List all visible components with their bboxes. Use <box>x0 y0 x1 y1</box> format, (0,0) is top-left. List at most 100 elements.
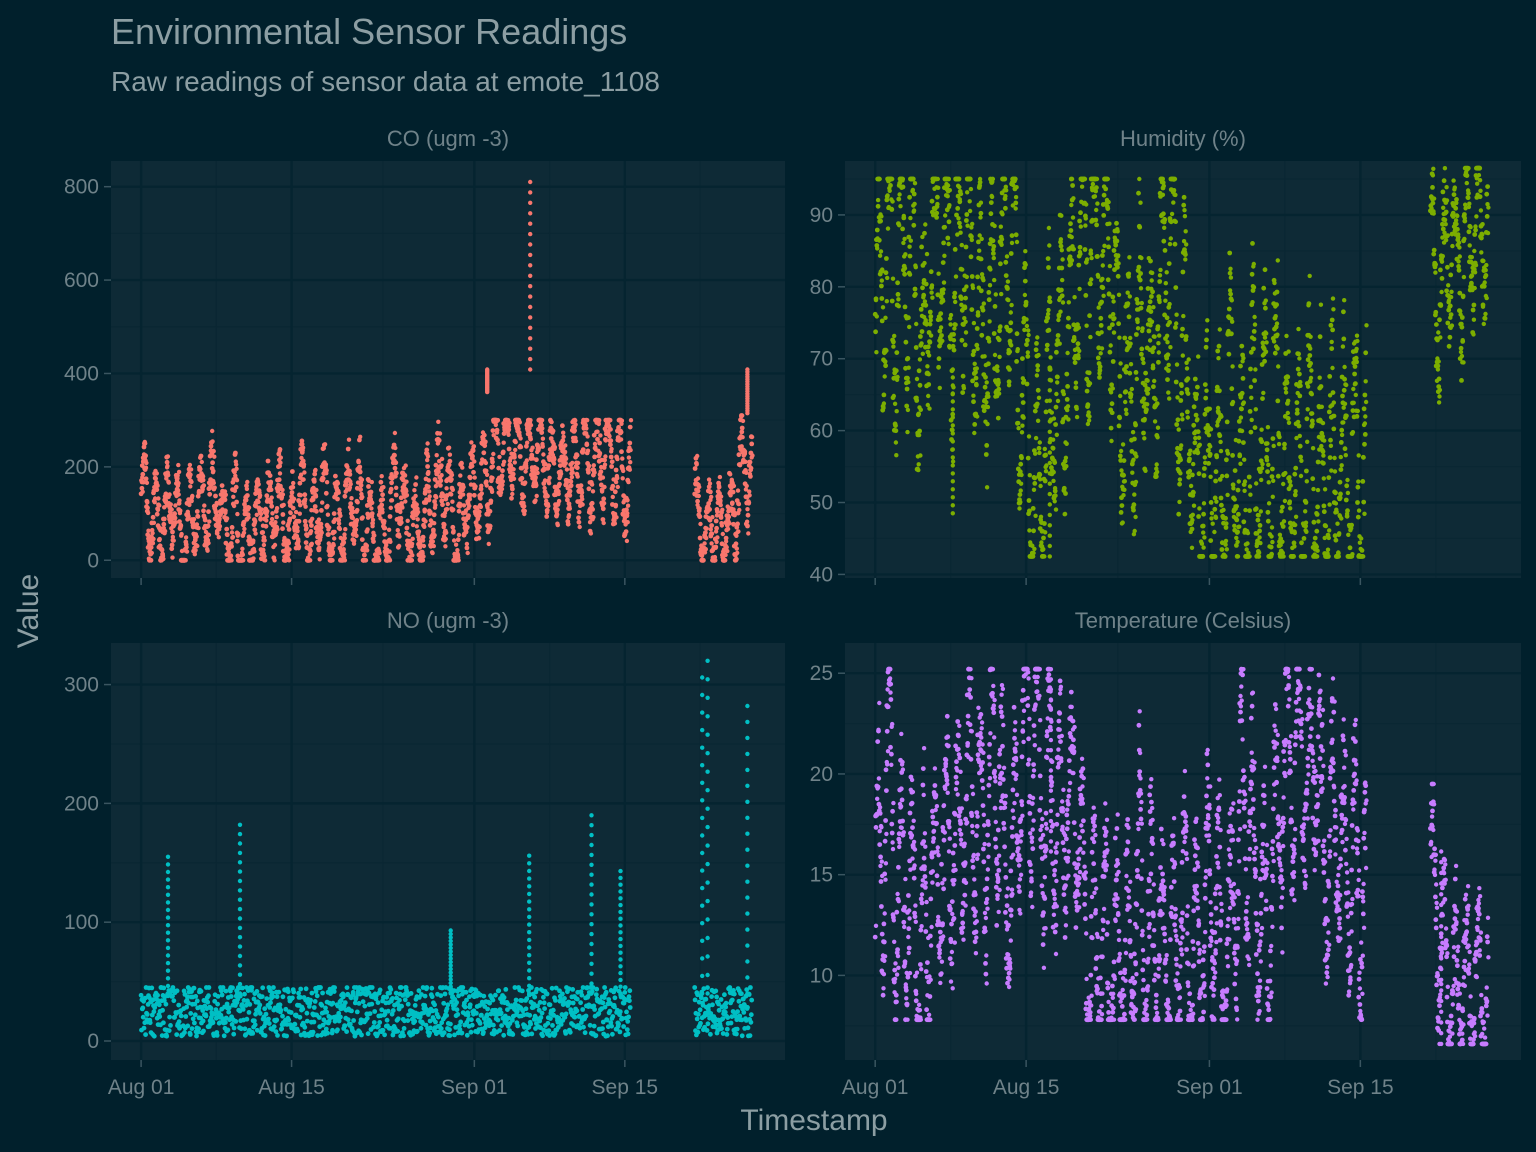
data-point <box>1110 359 1116 364</box>
data-point <box>959 296 964 301</box>
data-point <box>987 283 993 288</box>
data-point <box>1326 475 1332 480</box>
data-point <box>347 485 353 490</box>
data-point <box>519 475 525 481</box>
peak-point <box>528 211 533 216</box>
data-point <box>1016 426 1021 431</box>
data-point <box>1097 375 1102 380</box>
data-point <box>934 210 940 216</box>
data-point <box>453 542 459 547</box>
data-point <box>1284 380 1290 386</box>
data-point <box>1043 469 1049 474</box>
data-point <box>1004 254 1010 259</box>
data-point <box>521 503 527 509</box>
data-point <box>1025 338 1030 343</box>
data-point <box>1291 554 1296 559</box>
data-point <box>161 556 166 562</box>
data-point <box>1024 342 1029 347</box>
data-point <box>1120 442 1126 447</box>
data-point <box>1023 249 1028 254</box>
data-point <box>1321 453 1326 458</box>
data-point <box>1193 412 1199 418</box>
data-point <box>1219 547 1225 552</box>
data-point <box>584 426 589 431</box>
data-point <box>695 498 700 504</box>
data-point <box>603 454 608 459</box>
data-point <box>1055 398 1061 404</box>
data-point <box>983 374 988 380</box>
data-point <box>1188 483 1194 489</box>
data-point <box>905 429 910 435</box>
data-point <box>963 244 969 250</box>
data-point <box>1169 211 1175 217</box>
data-point <box>399 520 404 525</box>
data-point <box>1000 212 1005 217</box>
data-point <box>410 522 416 528</box>
data-point <box>175 480 181 486</box>
data-point <box>1218 448 1224 454</box>
data-point <box>368 489 374 495</box>
data-point <box>1208 538 1214 543</box>
data-point <box>1133 479 1139 485</box>
data-point <box>1110 322 1115 327</box>
data-point <box>278 460 283 465</box>
data-point <box>1275 332 1280 337</box>
data-point <box>1139 346 1145 352</box>
data-point <box>143 441 148 446</box>
data-point <box>1288 506 1293 511</box>
data-point <box>1040 546 1046 552</box>
data-point <box>713 518 719 524</box>
data-point <box>1251 346 1256 352</box>
data-point <box>936 356 942 362</box>
data-point <box>1141 417 1147 423</box>
data-point <box>940 338 945 344</box>
data-point <box>1088 251 1094 256</box>
data-point <box>433 502 438 508</box>
data-point <box>912 181 918 186</box>
data-point <box>1177 481 1182 487</box>
data-point <box>1061 485 1067 491</box>
data-point <box>1155 435 1160 440</box>
data-point <box>1124 411 1129 416</box>
data-point <box>211 448 216 454</box>
data-point <box>1082 247 1088 252</box>
data-point <box>413 482 418 487</box>
data-point <box>1315 548 1320 553</box>
data-point <box>277 447 283 452</box>
data-point <box>989 194 995 200</box>
chart-title: Environmental Sensor Readings <box>111 11 627 52</box>
data-point <box>998 261 1003 267</box>
data-point <box>1154 462 1159 467</box>
data-point <box>1252 314 1257 320</box>
data-point <box>608 427 613 432</box>
data-point <box>350 505 355 511</box>
data-point <box>498 490 504 495</box>
data-point <box>1084 202 1089 207</box>
data-point <box>1122 479 1128 484</box>
data-point <box>157 503 162 508</box>
data-point <box>902 271 907 277</box>
data-point <box>241 558 246 563</box>
data-point <box>1002 196 1008 202</box>
data-point <box>1252 378 1257 383</box>
data-point <box>1295 366 1301 372</box>
data-point <box>1137 176 1142 182</box>
data-point <box>917 382 923 388</box>
data-point <box>372 533 377 538</box>
data-point <box>1025 455 1031 461</box>
data-point <box>350 515 355 521</box>
data-point <box>524 458 529 463</box>
y-tick-label: 800 <box>64 176 99 199</box>
data-point <box>461 503 467 508</box>
data-point <box>1034 373 1040 378</box>
data-point <box>146 528 151 533</box>
data-point <box>1277 434 1282 440</box>
data-point <box>335 481 341 486</box>
data-point <box>1156 341 1161 346</box>
data-point <box>1204 328 1210 333</box>
data-point <box>986 297 992 303</box>
data-point <box>357 469 363 475</box>
data-point <box>1309 368 1314 373</box>
data-point <box>1057 341 1062 346</box>
data-point <box>709 541 714 546</box>
